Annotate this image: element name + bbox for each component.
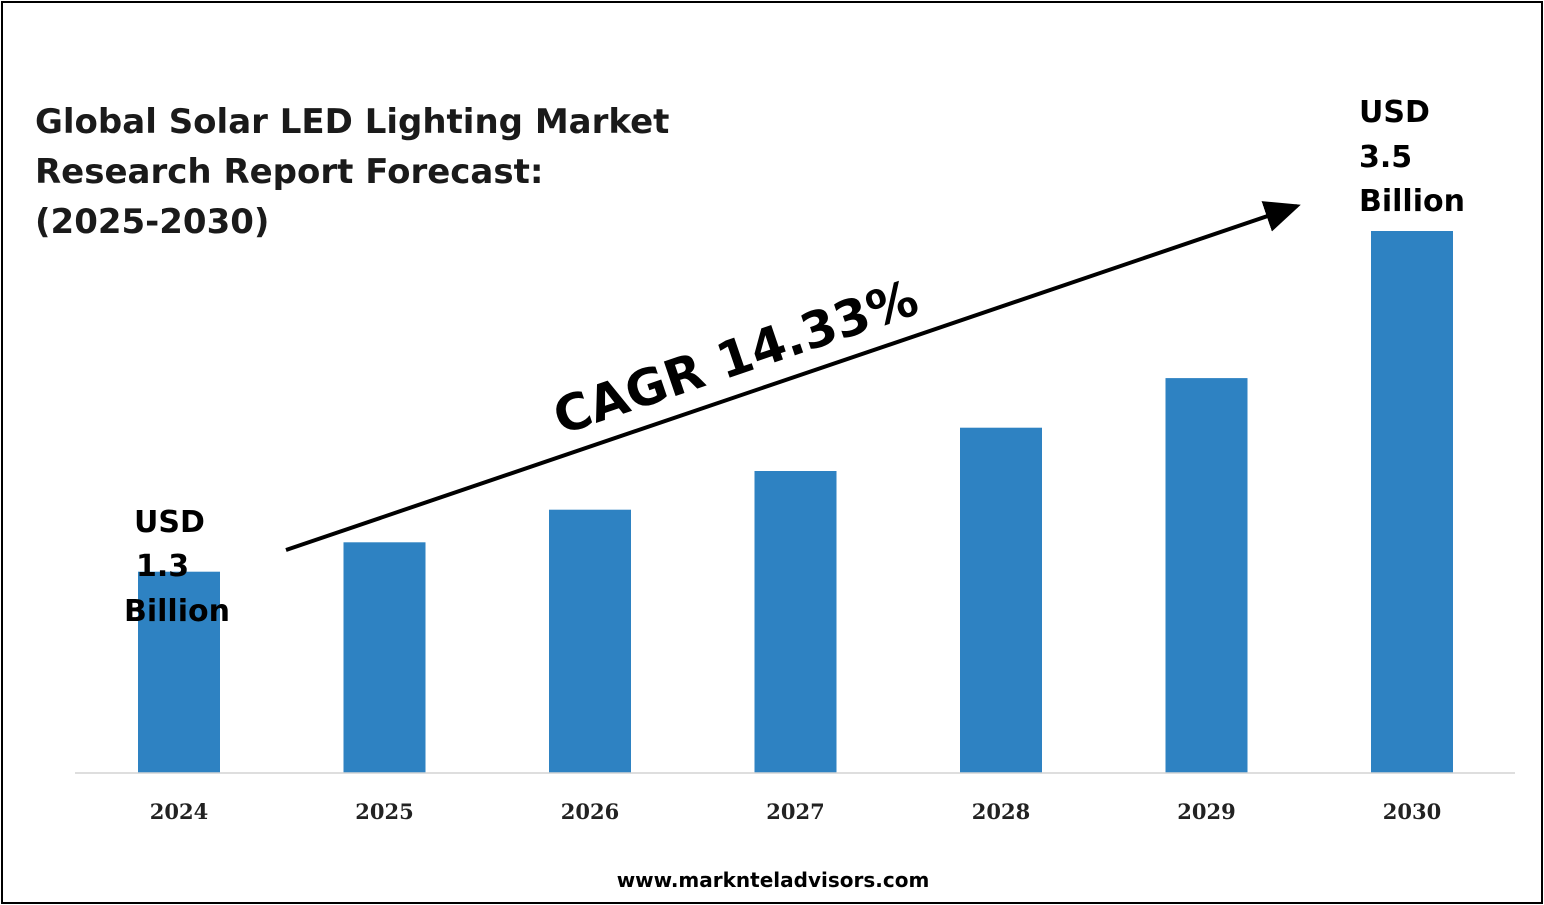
x-tick-2026: 2026 [561, 799, 619, 824]
x-tick-2028: 2028 [972, 799, 1030, 824]
bar-2024 [138, 571, 220, 773]
bar-2030 [1371, 231, 1453, 773]
chart-title-line-2: Research Report Forecast: [35, 152, 543, 192]
bar-chart: Global Solar LED Lighting Market Researc… [35, 95, 1515, 892]
growth-arrow [285, 201, 1301, 552]
x-tick-labels: 2024 2025 2026 2027 2028 2029 2030 [150, 799, 1441, 824]
end-value-line-3: Billion [1359, 184, 1465, 219]
end-value-line-2: 3.5 [1359, 140, 1412, 175]
bar-2025 [343, 542, 426, 773]
start-value-line-2: 1.3 [136, 549, 189, 584]
chart-title-line-1: Global Solar LED Lighting Market [35, 102, 669, 142]
x-tick-2025: 2025 [355, 799, 413, 824]
chart-title-line-3: (2025-2030) [35, 202, 269, 242]
bar-2029 [1165, 378, 1248, 773]
x-tick-2029: 2029 [1177, 799, 1235, 824]
bar-2028 [960, 427, 1042, 773]
cagr-label: CAGR 14.33% [546, 269, 925, 447]
x-tick-2024: 2024 [150, 799, 208, 824]
bar-2026 [549, 509, 631, 773]
source-url: www.marknteladvisors.com [617, 868, 930, 892]
bar-2027 [754, 471, 837, 773]
end-value-line-1: USD [1359, 95, 1430, 130]
x-tick-2027: 2027 [766, 799, 824, 824]
start-value-line-1: USD [134, 505, 205, 540]
x-tick-2030: 2030 [1383, 799, 1441, 824]
bars-group [138, 231, 1453, 773]
start-value-line-3: Billion [124, 594, 230, 629]
